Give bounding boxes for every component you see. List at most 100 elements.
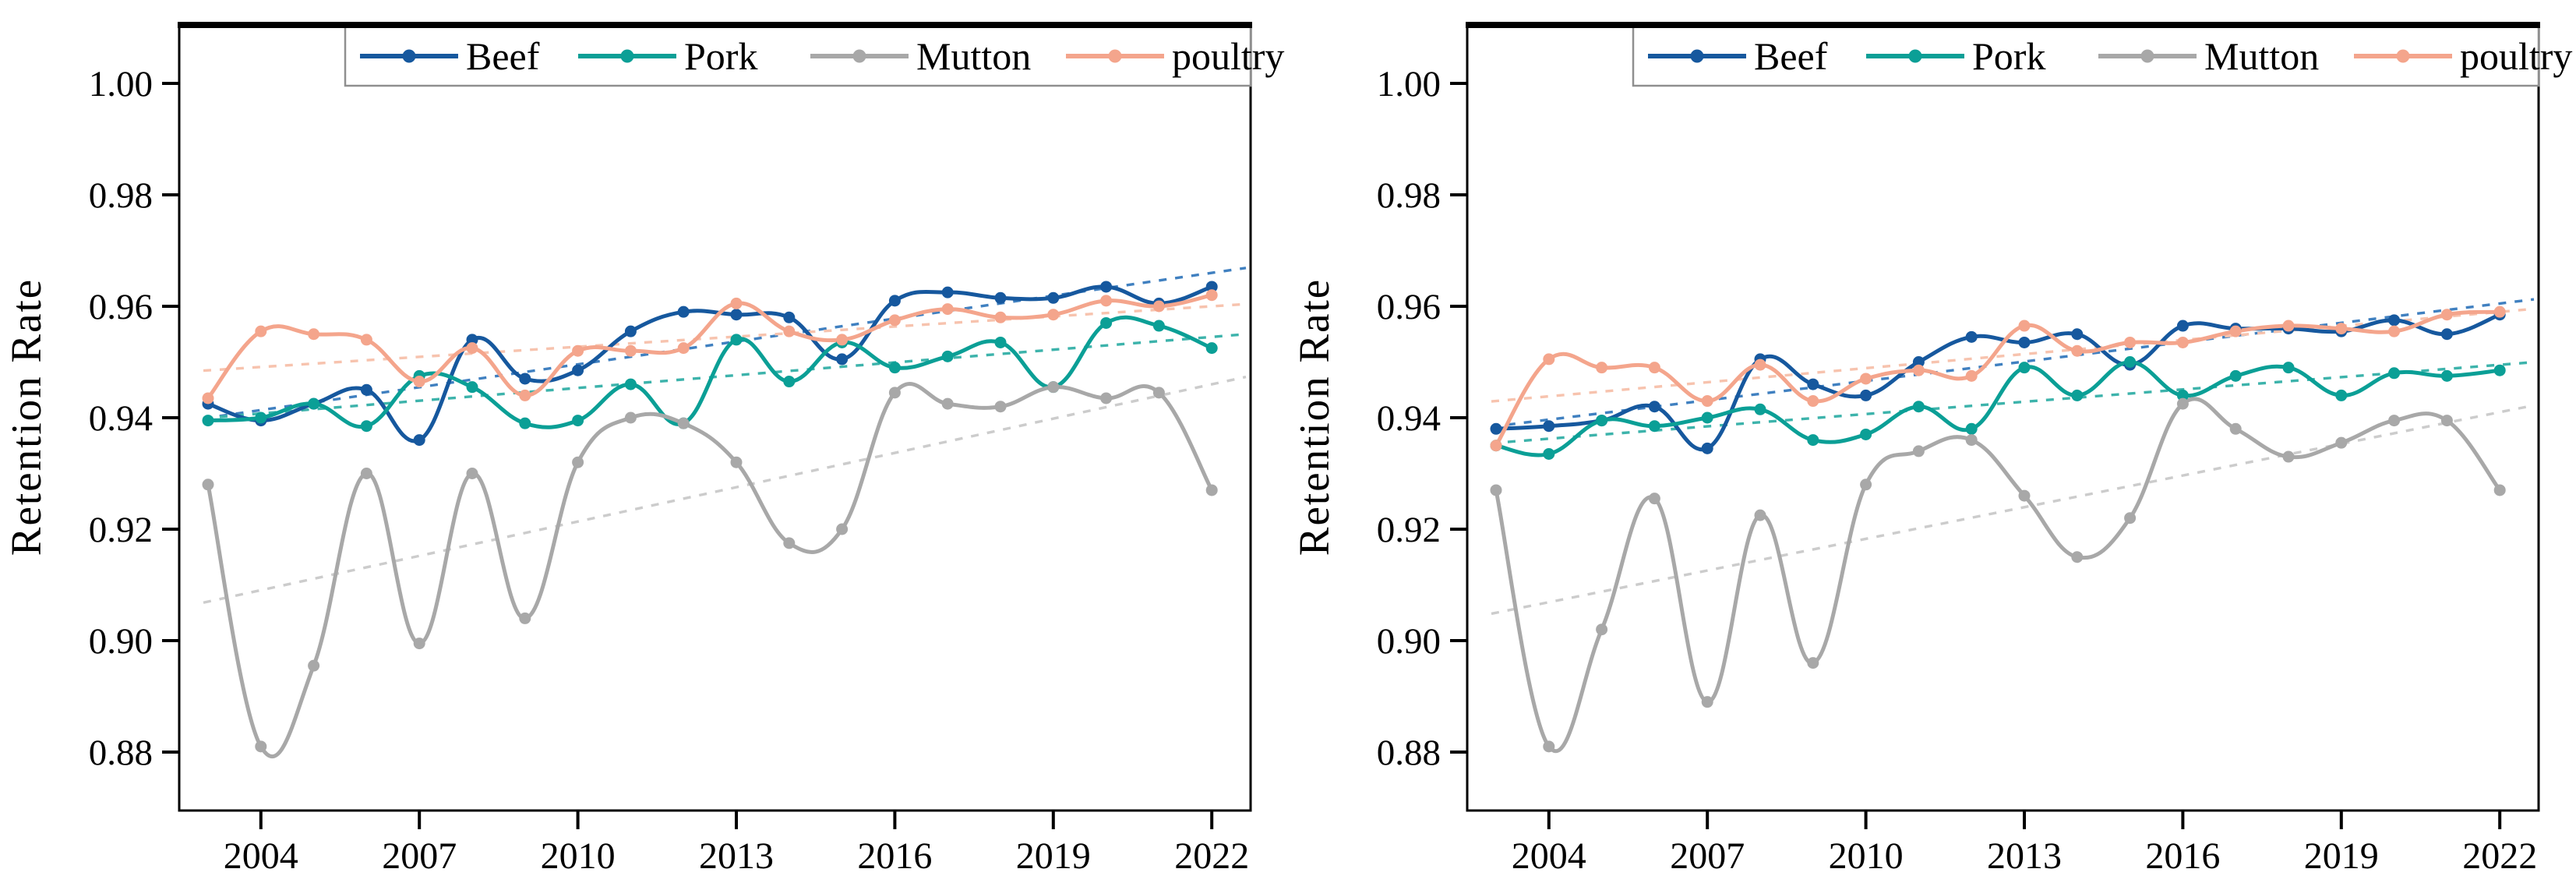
x-tick-label: 2007 [1670,835,1745,877]
mutton-marker [2124,512,2137,525]
x-tick-label: 2013 [1987,835,2062,877]
x-tick-label: 2013 [699,835,774,877]
plot-area [178,22,1252,812]
mutton-marker [2493,484,2506,496]
beef-marker [888,295,901,307]
pork-marker [1543,447,1555,460]
x-tick-label: 2016 [2145,835,2220,877]
x-tick-label: 2022 [1174,835,1249,877]
legend-item-beef: Beef [360,34,540,78]
mutton-marker [202,479,214,491]
legend-item-mutton: Mutton [2098,34,2319,78]
beef-marker [1912,356,1925,368]
poultry-marker [308,328,320,341]
poultry-marker [941,303,954,316]
mutton-marker [519,612,531,624]
mutton-marker [308,659,320,672]
pork-marker [519,417,531,429]
mutton-marker [2229,422,2242,435]
poultry-marker [2335,323,2348,335]
beef-marker [941,286,954,298]
plot-area [1466,22,2540,812]
poultry-marker [888,314,901,327]
legend-item-pork: Pork [578,34,757,78]
mutton-marker [2071,551,2084,563]
pork-marker [2018,362,2031,374]
pork-marker [941,350,954,362]
pork-marker [1152,320,1165,332]
legend-label: Pork [1972,34,2045,78]
pork-marker [466,381,478,394]
mutton-marker [624,411,637,424]
beef-marker [1100,281,1113,293]
pork-marker [1701,411,1713,424]
beef-marker [836,353,849,366]
y-axis-label: Retention Rate [1290,278,1338,556]
x-tick-label: 2007 [382,835,457,877]
left-chart-svg: 0.88 0.90 0.92 0.94 0.96 0.98 1.00 2004 2007 2010… [2,22,1284,877]
legend-label: Mutton [916,34,1031,78]
x-tick-label: 2022 [2462,835,2537,877]
legend-marker [620,49,634,63]
mutton-marker [1860,479,1872,491]
pork-line [1494,359,2502,457]
poultry-marker [413,376,425,388]
pork-marker [730,334,743,346]
mutton-marker [2440,415,2453,427]
y-tick-label: 0.90 [1377,621,1441,662]
legend-item-beef: Beef [1648,34,1828,78]
poultry-marker [783,325,796,337]
beef-marker [730,309,743,321]
mutton-line [206,382,1214,759]
pork-trendline [1491,360,2535,445]
legend-item-poultry: poultry [1066,34,1284,78]
mutton-marker [1596,623,1608,636]
poultry-marker [1100,295,1113,307]
mutton-trendline [203,375,1247,604]
poultry-marker [360,334,372,346]
pork-marker [2229,369,2242,382]
pork-marker [783,376,796,388]
x-tick-label: 2004 [1512,835,1586,877]
pork-marker [1205,342,1218,355]
poultry-marker [1860,373,1872,385]
pork-marker [1100,316,1113,329]
y-tick-label: 0.98 [1377,175,1441,216]
mutton-markers [202,381,1218,753]
poultry-marker [2071,344,2084,357]
beef-line [1494,313,2502,452]
poultry-marker [202,392,214,404]
mutton-marker [1754,509,1766,521]
pork-marker [1754,403,1766,415]
pork-marker [2335,389,2348,401]
y-tick-label: 1.00 [1377,64,1441,104]
legend: Beef Pork Mutton poultry [344,24,1284,87]
pork-marker [624,378,637,390]
mutton-marker [1543,740,1555,753]
beef-trendline [203,267,1247,420]
beef-marker [360,383,372,396]
y-tick-label: 0.94 [1377,398,1441,439]
legend-label: Beef [466,34,540,78]
poultry-marker [836,334,849,346]
mutton-marker [2388,415,2401,427]
poultry-markers [202,289,1218,404]
pork-marker [572,415,584,427]
mutton-marker [572,456,584,468]
beef-marker [1047,291,1060,304]
mutton-marker [1648,493,1660,505]
y-axis-label: Retention Rate [2,278,50,556]
mutton-marker [1205,484,1218,496]
legend-label: poultry [1172,34,1284,78]
poultry-marker [2282,320,2295,332]
pork-marker [255,411,267,424]
poultry-marker [1596,362,1608,374]
mutton-marker [413,638,425,650]
poultry-marker [1205,289,1218,302]
beef-trendline [1491,298,2535,429]
beef-marker [1543,420,1555,433]
poultry-marker [1047,309,1060,321]
mutton-marker [888,387,901,399]
right-chart-svg: 0.88 0.90 0.92 0.94 0.96 0.98 1.00 2004 2007 2010… [1290,22,2572,877]
poultry-marker [2440,309,2453,321]
